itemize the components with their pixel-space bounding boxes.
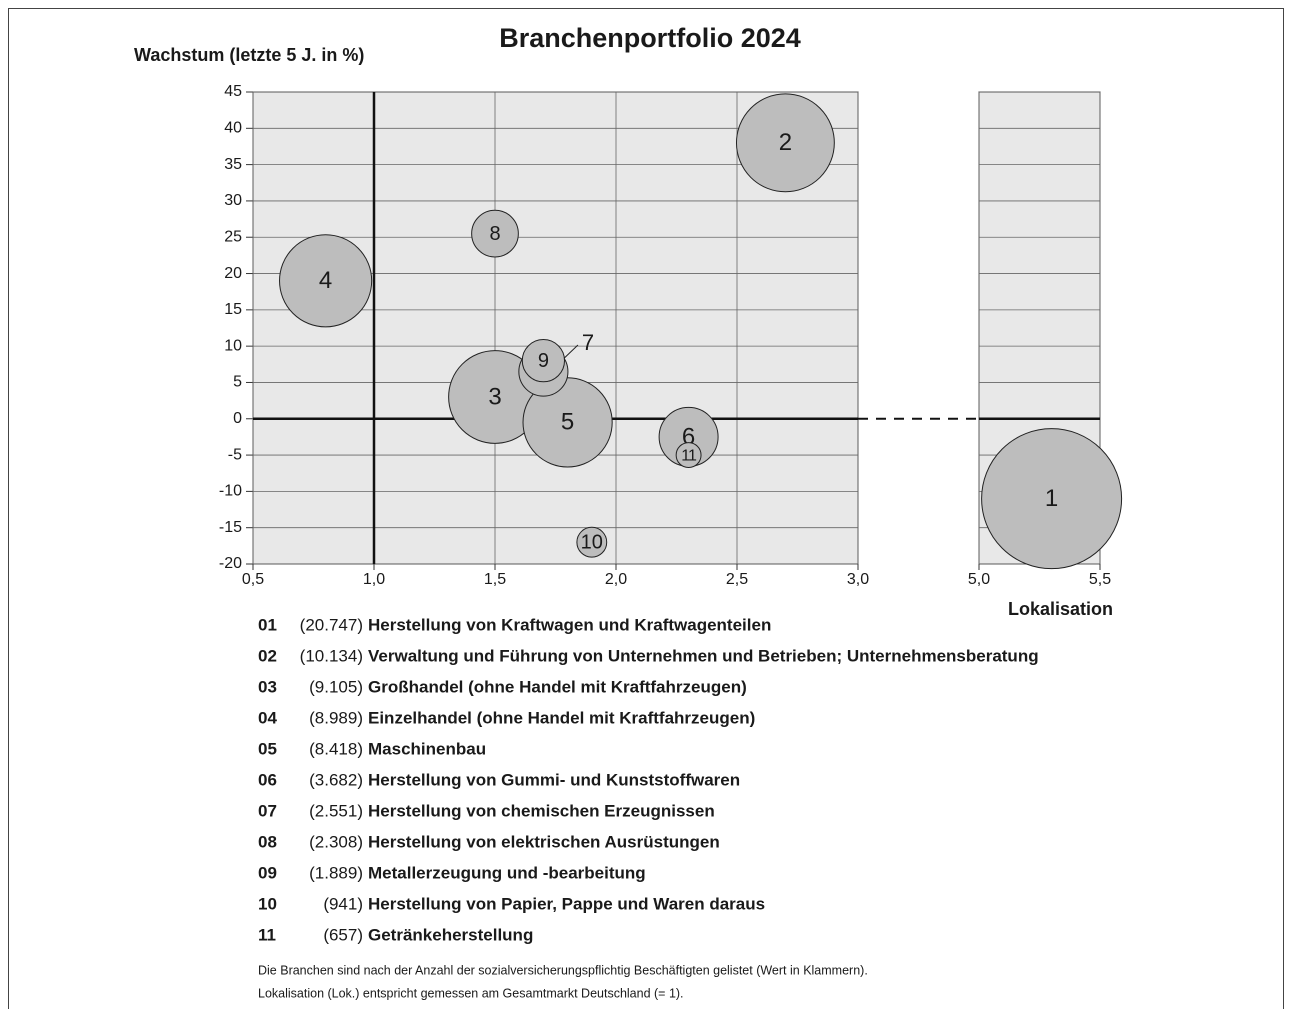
legend-name: Herstellung von chemischen Erzeugnissen [368,801,715,820]
bubble [675,442,702,469]
legend-name: Metallerzeugung und -bearbeitung [368,863,646,882]
x-tick-label: 5,0 [968,571,990,588]
x-tick-label: 0,5 [242,571,264,588]
y-tick-label: 10 [224,337,242,354]
bubble-label: 11 [681,447,697,464]
legend-code: 04 [258,708,277,727]
y-tick-label: -10 [219,483,242,500]
chart-title: Branchenportfolio 2024 [499,23,801,53]
legend-code: 11 [258,925,276,944]
legend-name: Getränkeherstellung [368,925,533,944]
legend-size: (8.989) [309,708,363,727]
y-tick-label: 5 [233,374,242,391]
legend-name: Herstellung von elektrischen Ausrüstunge… [368,832,720,851]
legend-code: 05 [258,739,277,758]
bubble-label: 3 [488,383,501,410]
legend-name: Herstellung von Papier, Pappe und Waren … [368,894,765,913]
bubble-label: 2 [779,129,792,156]
footnote: Die Branchen sind nach der Anzahl der so… [258,963,868,977]
y-tick-label: -5 [228,446,242,463]
legend-name: Herstellung von Gummi- und Kunststoffwar… [368,770,740,789]
y-tick-label: 15 [224,301,242,318]
bubble-label: 9 [538,350,549,372]
y-tick-label: 0 [233,410,242,427]
bubble [279,234,373,328]
legend-code: 10 [258,894,277,913]
bubble-label: 1 [1045,485,1058,512]
y-tick-label: 40 [224,120,242,137]
y-tick-label: 35 [224,156,242,173]
legend-name: Maschinenbau [368,739,486,758]
y-tick-label: 45 [224,83,242,100]
legend-name: Verwaltung und Führung von Unternehmen u… [368,646,1039,665]
legend-size: (1.889) [309,863,363,882]
y-tick-label: 25 [224,228,242,245]
bubble-label: 8 [489,223,500,245]
legend-code: 03 [258,677,277,696]
y-tick-label: 20 [224,265,242,282]
legend-size: (9.105) [309,677,363,696]
x-tick-label: 3,0 [847,571,869,588]
footnote: Lokalisation (Lok.) entspricht gemessen … [258,986,684,1000]
bubble-label: 5 [561,409,574,436]
bubble [576,526,608,558]
legend-code: 06 [258,770,277,789]
legend-name: Herstellung von Kraftwagen und Kraftwage… [368,615,771,634]
legend-size: (2.551) [309,801,363,820]
legend-name: Einzelhandel (ohne Handel mit Kraftfahrz… [368,708,755,727]
y-axis-label: Wachstum (letzte 5 J. in %) [134,45,364,65]
frame [8,8,1284,1009]
legend-code: 08 [258,832,277,851]
legend-size: (2.308) [309,832,363,851]
legend-size: (10.134) [300,646,363,665]
y-tick-label: 30 [224,192,242,209]
legend-code: 07 [258,801,277,820]
legend-size: (941) [323,894,363,913]
y-tick-label: -20 [219,555,242,572]
y-tick-label: -15 [219,519,242,536]
bubble [981,428,1123,570]
bubble-label: 10 [581,531,603,553]
legend-name: Großhandel (ohne Handel mit Kraftfahrzeu… [368,677,747,696]
x-tick-label: 2,5 [726,571,748,588]
bubble-label: 4 [319,267,332,294]
legend-code: 02 [258,646,277,665]
legend-size: (657) [323,925,363,944]
legend-code: 01 [258,615,277,634]
legend-size: (3.682) [309,770,363,789]
legend-size: (20.747) [300,615,363,634]
leader-line [562,344,579,360]
bubble-label: 7 [582,330,594,355]
x-tick-label: 5,5 [1089,571,1111,588]
x-tick-label: 1,5 [484,571,506,588]
x-tick-label: 2,0 [605,571,627,588]
bubble [735,93,835,193]
legend-size: (8.418) [309,739,363,758]
x-axis-label: Lokalisation [1008,599,1113,619]
bubble [521,339,566,383]
x-tick-label: 1,0 [363,571,385,588]
legend-code: 09 [258,863,277,882]
bubble [471,209,519,258]
